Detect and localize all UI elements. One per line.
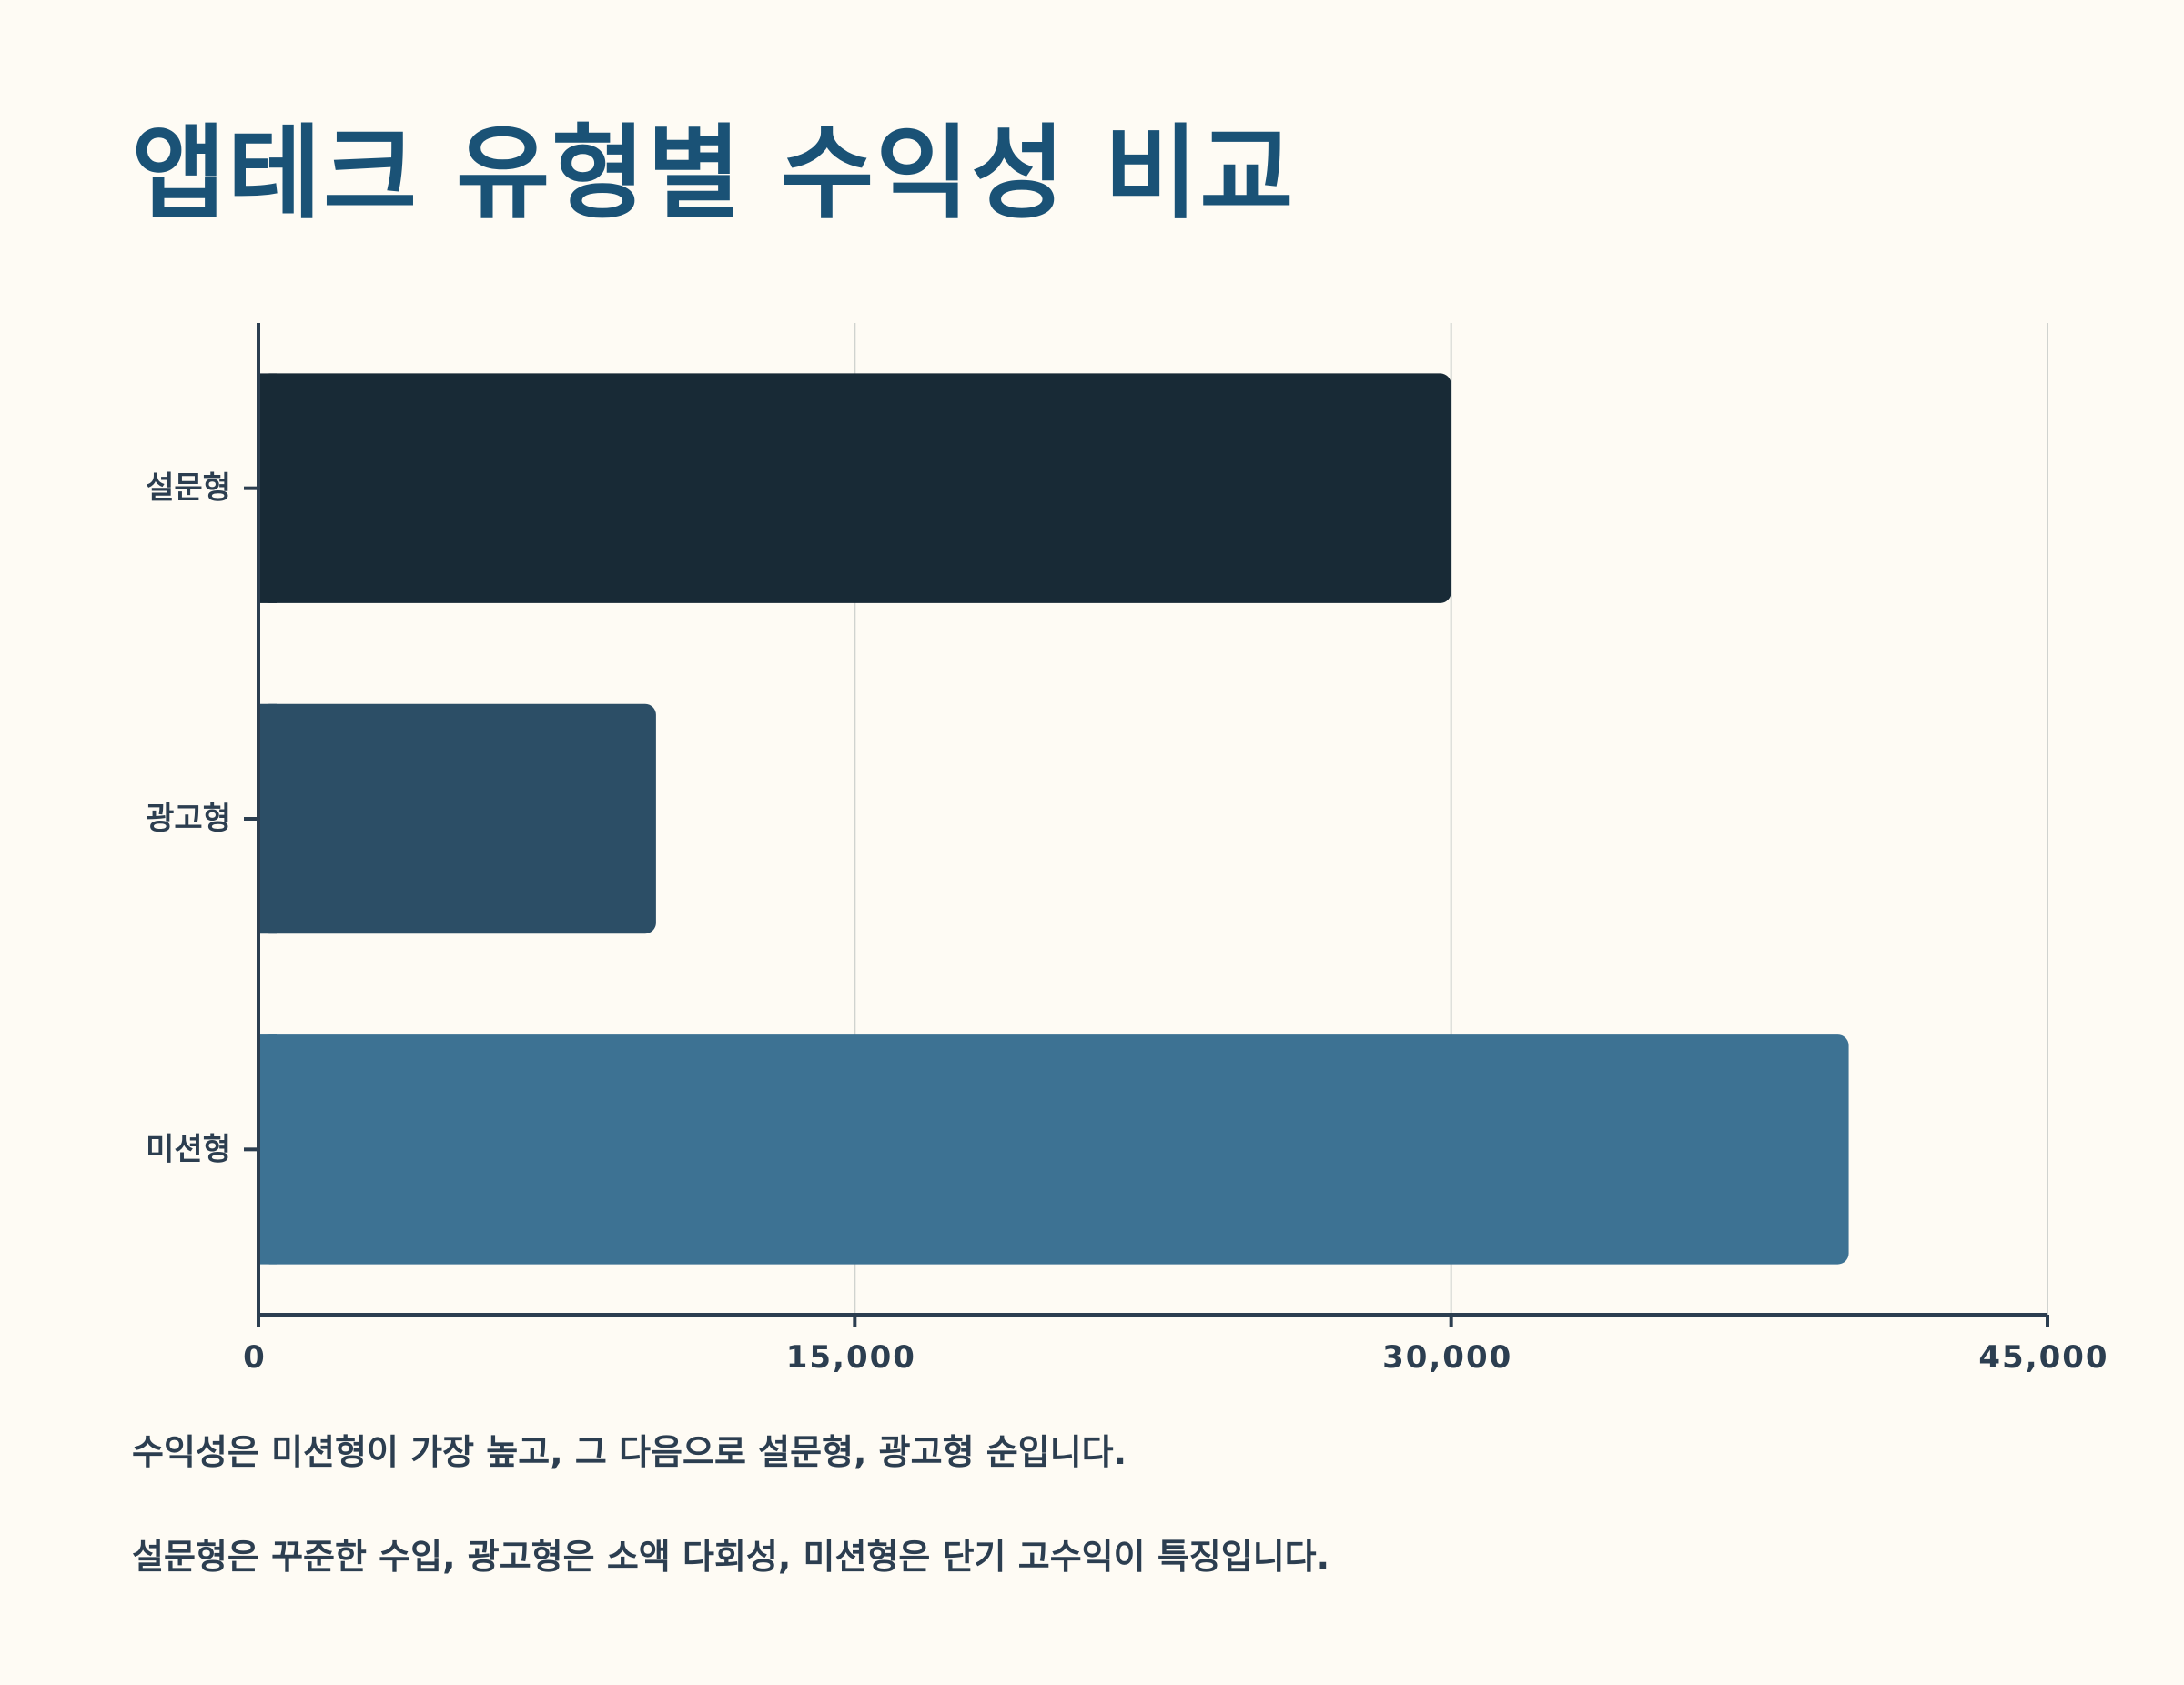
bar-base-0 xyxy=(258,373,277,603)
y-tick-label-2: 미션형 xyxy=(146,1131,231,1167)
chart-title: 앱테크 유형별 수익성 비교 xyxy=(132,115,1296,233)
bar-base-2 xyxy=(258,1034,277,1265)
bar-0 xyxy=(258,373,1451,603)
x-tick-label-1: 15,000 xyxy=(786,1339,916,1376)
y-tick-label-1: 광고형 xyxy=(146,801,231,837)
x-tick-label-2: 30,000 xyxy=(1382,1339,1512,1376)
bar-base-1 xyxy=(258,703,277,934)
y-tick-label-0: 설문형 xyxy=(146,470,231,507)
summary-note-1: 수익성은 미션형이 가장 높고, 그 다음으로 설문형, 광고형 순입니다. xyxy=(132,1432,1127,1472)
bar-2 xyxy=(258,1034,1849,1265)
summary-note-2: 설문형은 꾸준한 수입, 광고형은 소액 다회성, 미션형은 단기 고수익이 특… xyxy=(132,1537,1330,1577)
x-tick-label-3: 45,000 xyxy=(1978,1339,2108,1376)
bar-1 xyxy=(258,703,656,934)
x-tick-label-0: 0 xyxy=(243,1339,267,1376)
